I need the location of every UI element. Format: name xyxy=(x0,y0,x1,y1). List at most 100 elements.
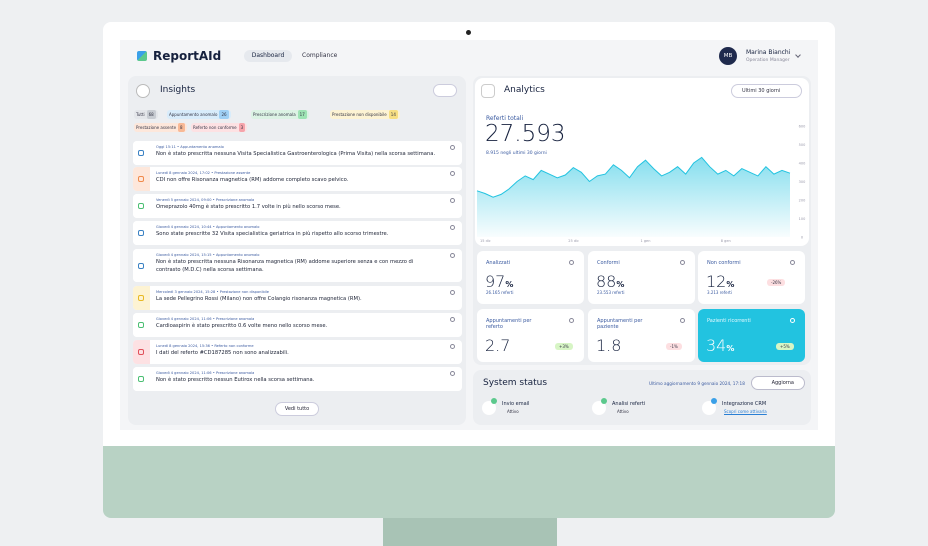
card-help xyxy=(790,260,795,265)
stat-card xyxy=(477,251,584,304)
insight-text: La sede Pellegrino Rossi (Milano) non of… xyxy=(156,296,362,302)
analytics-icon xyxy=(481,84,495,98)
insight-meta: Giovedì 4 gennaio 2024, 10:44 • Appuntam… xyxy=(156,225,260,229)
unit: % xyxy=(505,280,514,289)
filter-chip[interactable]: Appuntamento anomalo 26 xyxy=(167,110,231,119)
insight-icon-bg xyxy=(133,313,150,337)
card-value: 88% xyxy=(596,272,624,291)
insight-icon-bg xyxy=(133,249,150,282)
status-dot xyxy=(491,398,497,404)
chip-label: Prescrizione anomala xyxy=(253,112,296,117)
insight-meta: Giovedì 4 gennaio 2024, 11:06 • Prescriz… xyxy=(156,371,255,375)
card-label: Pazienti ricorrenti xyxy=(707,318,751,324)
filter-chip[interactable]: Referto non conforme 3 xyxy=(191,123,248,132)
x-tick-label: 15 dic xyxy=(480,239,491,243)
card-value: 97% xyxy=(485,272,513,291)
card-value: 2.7 xyxy=(485,336,510,355)
chip-label: Prestazione non disponibile xyxy=(332,112,387,117)
period-select[interactable]: Ultimi 30 giorni xyxy=(731,84,802,98)
insight-icon xyxy=(138,150,144,156)
card-help xyxy=(790,318,795,323)
area-line xyxy=(476,156,791,198)
status-state: Attivo xyxy=(617,409,629,414)
user-name: Marina Bianchi xyxy=(746,49,791,56)
insight-icon xyxy=(138,322,144,328)
insight-icon xyxy=(138,203,144,209)
insight-item[interactable] xyxy=(133,249,462,282)
card-value: 1.8 xyxy=(596,336,621,355)
stat-card xyxy=(588,251,695,304)
insight-item[interactable] xyxy=(133,194,462,218)
filter-chip[interactable]: Prestazione assente 8 xyxy=(134,123,187,132)
chip-count: 8 xyxy=(178,123,185,132)
insight-text: Sono state prescritte 32 Visita speciali… xyxy=(156,231,389,237)
insight-text: CDI non offre Risonanza magnetica (RM) a… xyxy=(156,177,349,183)
filter-button[interactable] xyxy=(433,84,457,97)
logo: ReportAId xyxy=(153,49,222,63)
help-icon xyxy=(450,344,455,349)
insights-title: Insights xyxy=(160,85,196,95)
status-state: Attivo xyxy=(507,409,519,414)
value: 97 xyxy=(485,272,506,291)
nav-dashboard[interactable]: Dashboard xyxy=(244,50,292,62)
unit: % xyxy=(726,344,735,353)
insight-item[interactable] xyxy=(133,141,462,165)
y-tick-label: 300 xyxy=(799,180,806,184)
filter-chip[interactable]: Prescrizione anomala 17 xyxy=(251,110,309,119)
x-tick-label: 25 dic xyxy=(568,239,579,243)
y-tick-label: 600 xyxy=(799,125,806,129)
card-badge: -1% xyxy=(666,343,682,350)
chip-count: 26 xyxy=(219,110,229,119)
y-tick-label: 100 xyxy=(799,217,806,221)
status-name: Invio email xyxy=(502,401,530,407)
insight-meta: Venerdì 5 gennaio 2024, 09:00 • Prescriz… xyxy=(156,198,255,202)
status-updated: Ultimo aggiornamento 9 gennaio 2024, 17:… xyxy=(649,381,745,386)
avatar[interactable]: MB xyxy=(719,47,737,65)
stat-card xyxy=(698,251,805,304)
card-badge: +5% xyxy=(776,343,794,350)
filter-chip[interactable]: Tutti 68 xyxy=(134,110,158,119)
insight-meta: Lunedì 8 gennaio 2024, 17:02 • Prestazio… xyxy=(156,171,251,175)
nav-compliance[interactable]: Compliance xyxy=(302,52,338,59)
chip-count: 17 xyxy=(297,110,307,119)
insight-meta: Oggi 15:11 • Appuntamento anomalo xyxy=(156,145,224,149)
stat-card xyxy=(588,309,695,362)
insight-item[interactable] xyxy=(133,367,462,391)
value: 34 xyxy=(706,336,727,355)
insight-meta: Giovedì 4 gennaio 2024, 11:06 • Prescriz… xyxy=(156,317,255,321)
y-tick-label: 0 xyxy=(801,236,803,240)
insight-item[interactable] xyxy=(133,221,462,245)
filter-chip[interactable]: Prestazione non disponibile 14 xyxy=(330,110,400,119)
card-sub: 3.213 referti xyxy=(707,290,732,295)
card-help xyxy=(569,318,574,323)
help-icon xyxy=(450,371,455,376)
chip-count: 68 xyxy=(146,110,156,119)
status-state[interactable]: Scopri come attivarla xyxy=(724,409,767,414)
chip-label: Referto non conforme xyxy=(193,125,237,130)
analytics-title: Analytics xyxy=(504,85,545,95)
insight-item[interactable] xyxy=(133,340,462,364)
insight-item[interactable] xyxy=(133,313,462,337)
insight-icon xyxy=(138,349,144,355)
status-dot xyxy=(711,398,717,404)
see-all-button[interactable]: Vedi tutto xyxy=(275,402,319,416)
insight-icon-bg xyxy=(133,221,150,245)
total-label: Referti totali xyxy=(486,115,524,122)
insight-icon-bg xyxy=(133,340,150,364)
chip-count: 14 xyxy=(388,110,398,119)
card-help xyxy=(569,260,574,265)
card-sub: 26.165 referti xyxy=(486,290,514,295)
help-icon xyxy=(450,225,455,230)
insight-text: Non è stato prescritta nessuna Visita Sp… xyxy=(156,151,436,157)
card-help xyxy=(680,260,685,265)
y-tick-label: 400 xyxy=(799,162,806,166)
insight-item[interactable] xyxy=(133,167,462,191)
status-icon xyxy=(702,401,716,415)
status-name: Analisi referti xyxy=(612,401,646,407)
refresh-button[interactable]: Aggiorna xyxy=(751,376,805,390)
card-badge: -26% xyxy=(767,279,786,286)
status-dot xyxy=(601,398,607,404)
card-value: 34% xyxy=(706,336,734,355)
insight-item[interactable] xyxy=(133,286,462,310)
insight-text: I dati del referto #CD187285 non sono an… xyxy=(156,350,289,356)
